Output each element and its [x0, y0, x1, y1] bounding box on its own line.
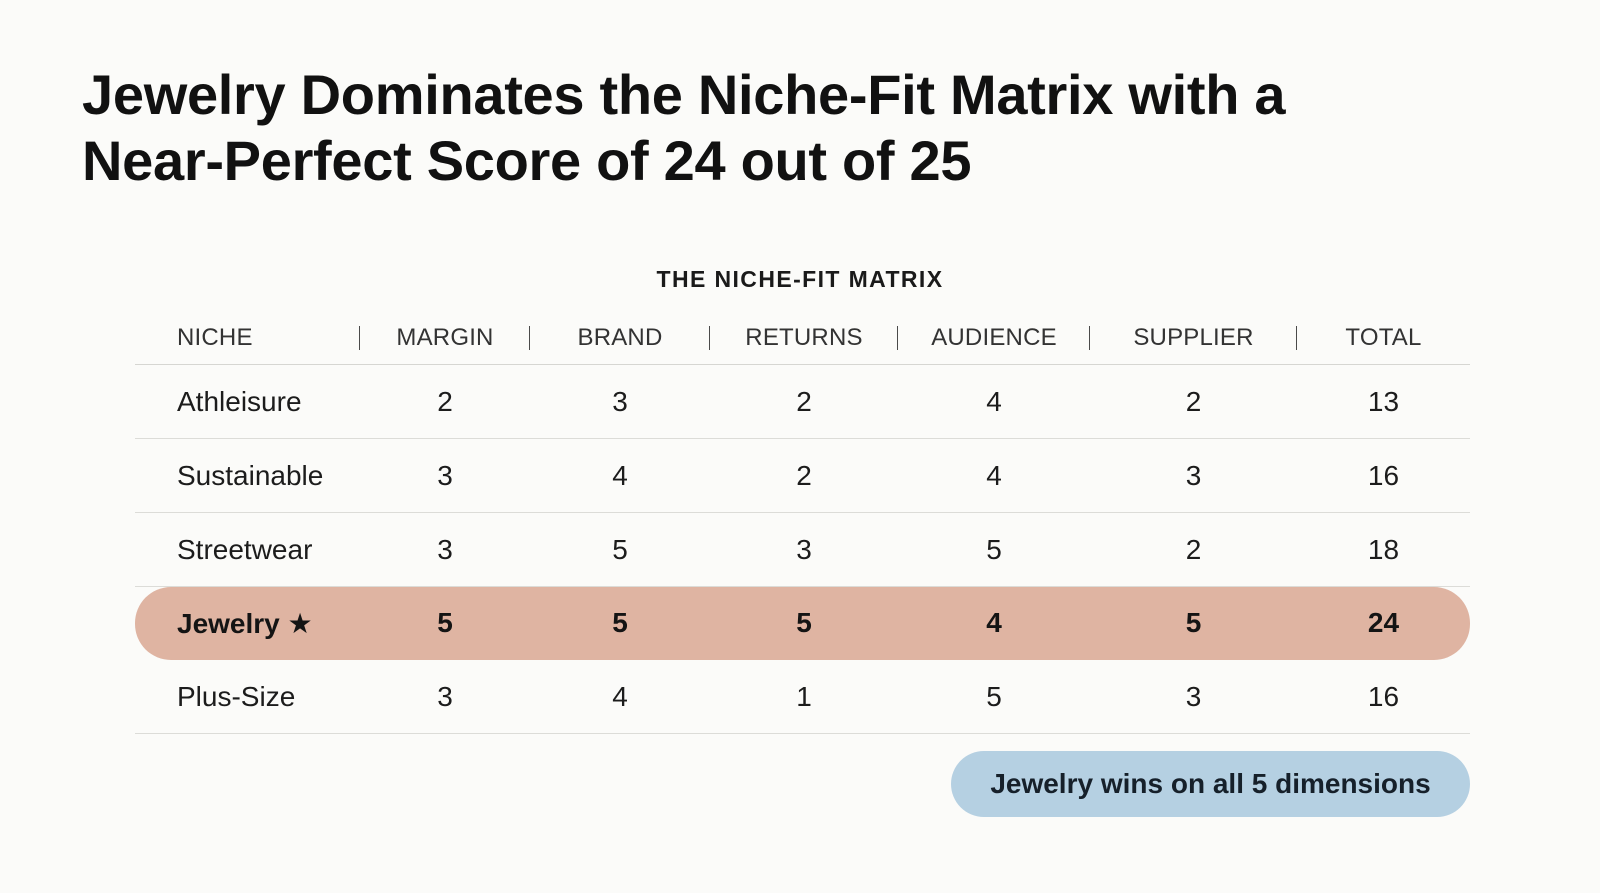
- brand-score: 3: [612, 385, 628, 417]
- total-score: 18: [1367, 533, 1400, 565]
- table-row-plus-size: Plus-Size 3 4 1 5 3 16: [135, 660, 1470, 734]
- audience-score: 4: [986, 459, 1002, 491]
- slide-title-line-1: Jewelry Dominates the Niche-Fit Matrix w…: [82, 63, 1286, 126]
- returns-score: 3: [796, 533, 812, 565]
- margin-score: 3: [437, 459, 453, 491]
- returns-score: 2: [796, 459, 812, 491]
- margin-score: 5: [437, 607, 453, 638]
- returns-score: 5: [796, 607, 812, 638]
- supplier-score: 2: [1185, 533, 1202, 565]
- supplier-score: 5: [1185, 607, 1202, 638]
- column-header-total: TOTAL: [1345, 324, 1422, 351]
- total-score: 24: [1367, 607, 1400, 638]
- niche-name: Athleisure: [177, 385, 302, 417]
- brand-score: 5: [612, 533, 628, 565]
- table-row-streetwear: Streetwear 3 5 3 5 2 18: [135, 513, 1470, 587]
- column-header-niche: NICHE: [135, 312, 360, 364]
- niche-name: Plus-Size: [177, 680, 296, 712]
- column-header-audience: AUDIENCE: [898, 312, 1090, 364]
- slide-title: Jewelry Dominates the Niche-Fit Matrix w…: [82, 62, 1462, 194]
- margin-score: 3: [437, 533, 453, 565]
- total-score: 16: [1367, 459, 1400, 491]
- niche-name: Jewelry ★: [177, 607, 313, 639]
- audience-score: 5: [986, 680, 1002, 712]
- niche-name: Streetwear: [177, 533, 313, 565]
- niche-fit-table: NICHE MARGIN BRAND RETURNS AUDIENCE SUPP…: [135, 312, 1470, 734]
- column-header-supplier: SUPPLIER: [1090, 312, 1297, 364]
- callout-badge: Jewelry wins on all 5 dimensions: [951, 751, 1470, 817]
- audience-score: 5: [986, 533, 1002, 565]
- brand-score: 5: [612, 607, 628, 638]
- column-header-margin: MARGIN: [360, 312, 530, 364]
- audience-score: 4: [986, 385, 1002, 417]
- supplier-score: 3: [1185, 459, 1202, 491]
- column-header-brand: BRAND: [530, 312, 710, 364]
- margin-score: 2: [437, 385, 453, 417]
- audience-score: 4: [986, 607, 1002, 638]
- table-row-sustainable: Sustainable 3 4 2 4 3 16: [135, 439, 1470, 513]
- column-header-returns: RETURNS: [710, 312, 898, 364]
- table-row-athleisure: Athleisure 2 3 2 4 2 13: [135, 365, 1470, 439]
- total-score: 16: [1367, 680, 1400, 712]
- table-header-row: NICHE MARGIN BRAND RETURNS AUDIENCE SUPP…: [135, 312, 1470, 365]
- returns-score: 1: [796, 680, 812, 712]
- total-score: 13: [1367, 385, 1400, 417]
- table-row-jewelry-highlighted: Jewelry ★ 5 5 5 4 5 24: [135, 587, 1470, 660]
- matrix-title: THE NICHE-FIT MATRIX: [656, 266, 944, 292]
- slide-title-line-2: Near-Perfect Score of 24 out of 25: [82, 129, 972, 192]
- brand-score: 4: [612, 680, 628, 712]
- margin-score: 3: [437, 680, 453, 712]
- supplier-score: 3: [1185, 680, 1202, 712]
- supplier-score: 2: [1185, 385, 1202, 417]
- returns-score: 2: [796, 385, 812, 417]
- brand-score: 4: [612, 459, 628, 491]
- niche-name: Sustainable: [177, 459, 324, 491]
